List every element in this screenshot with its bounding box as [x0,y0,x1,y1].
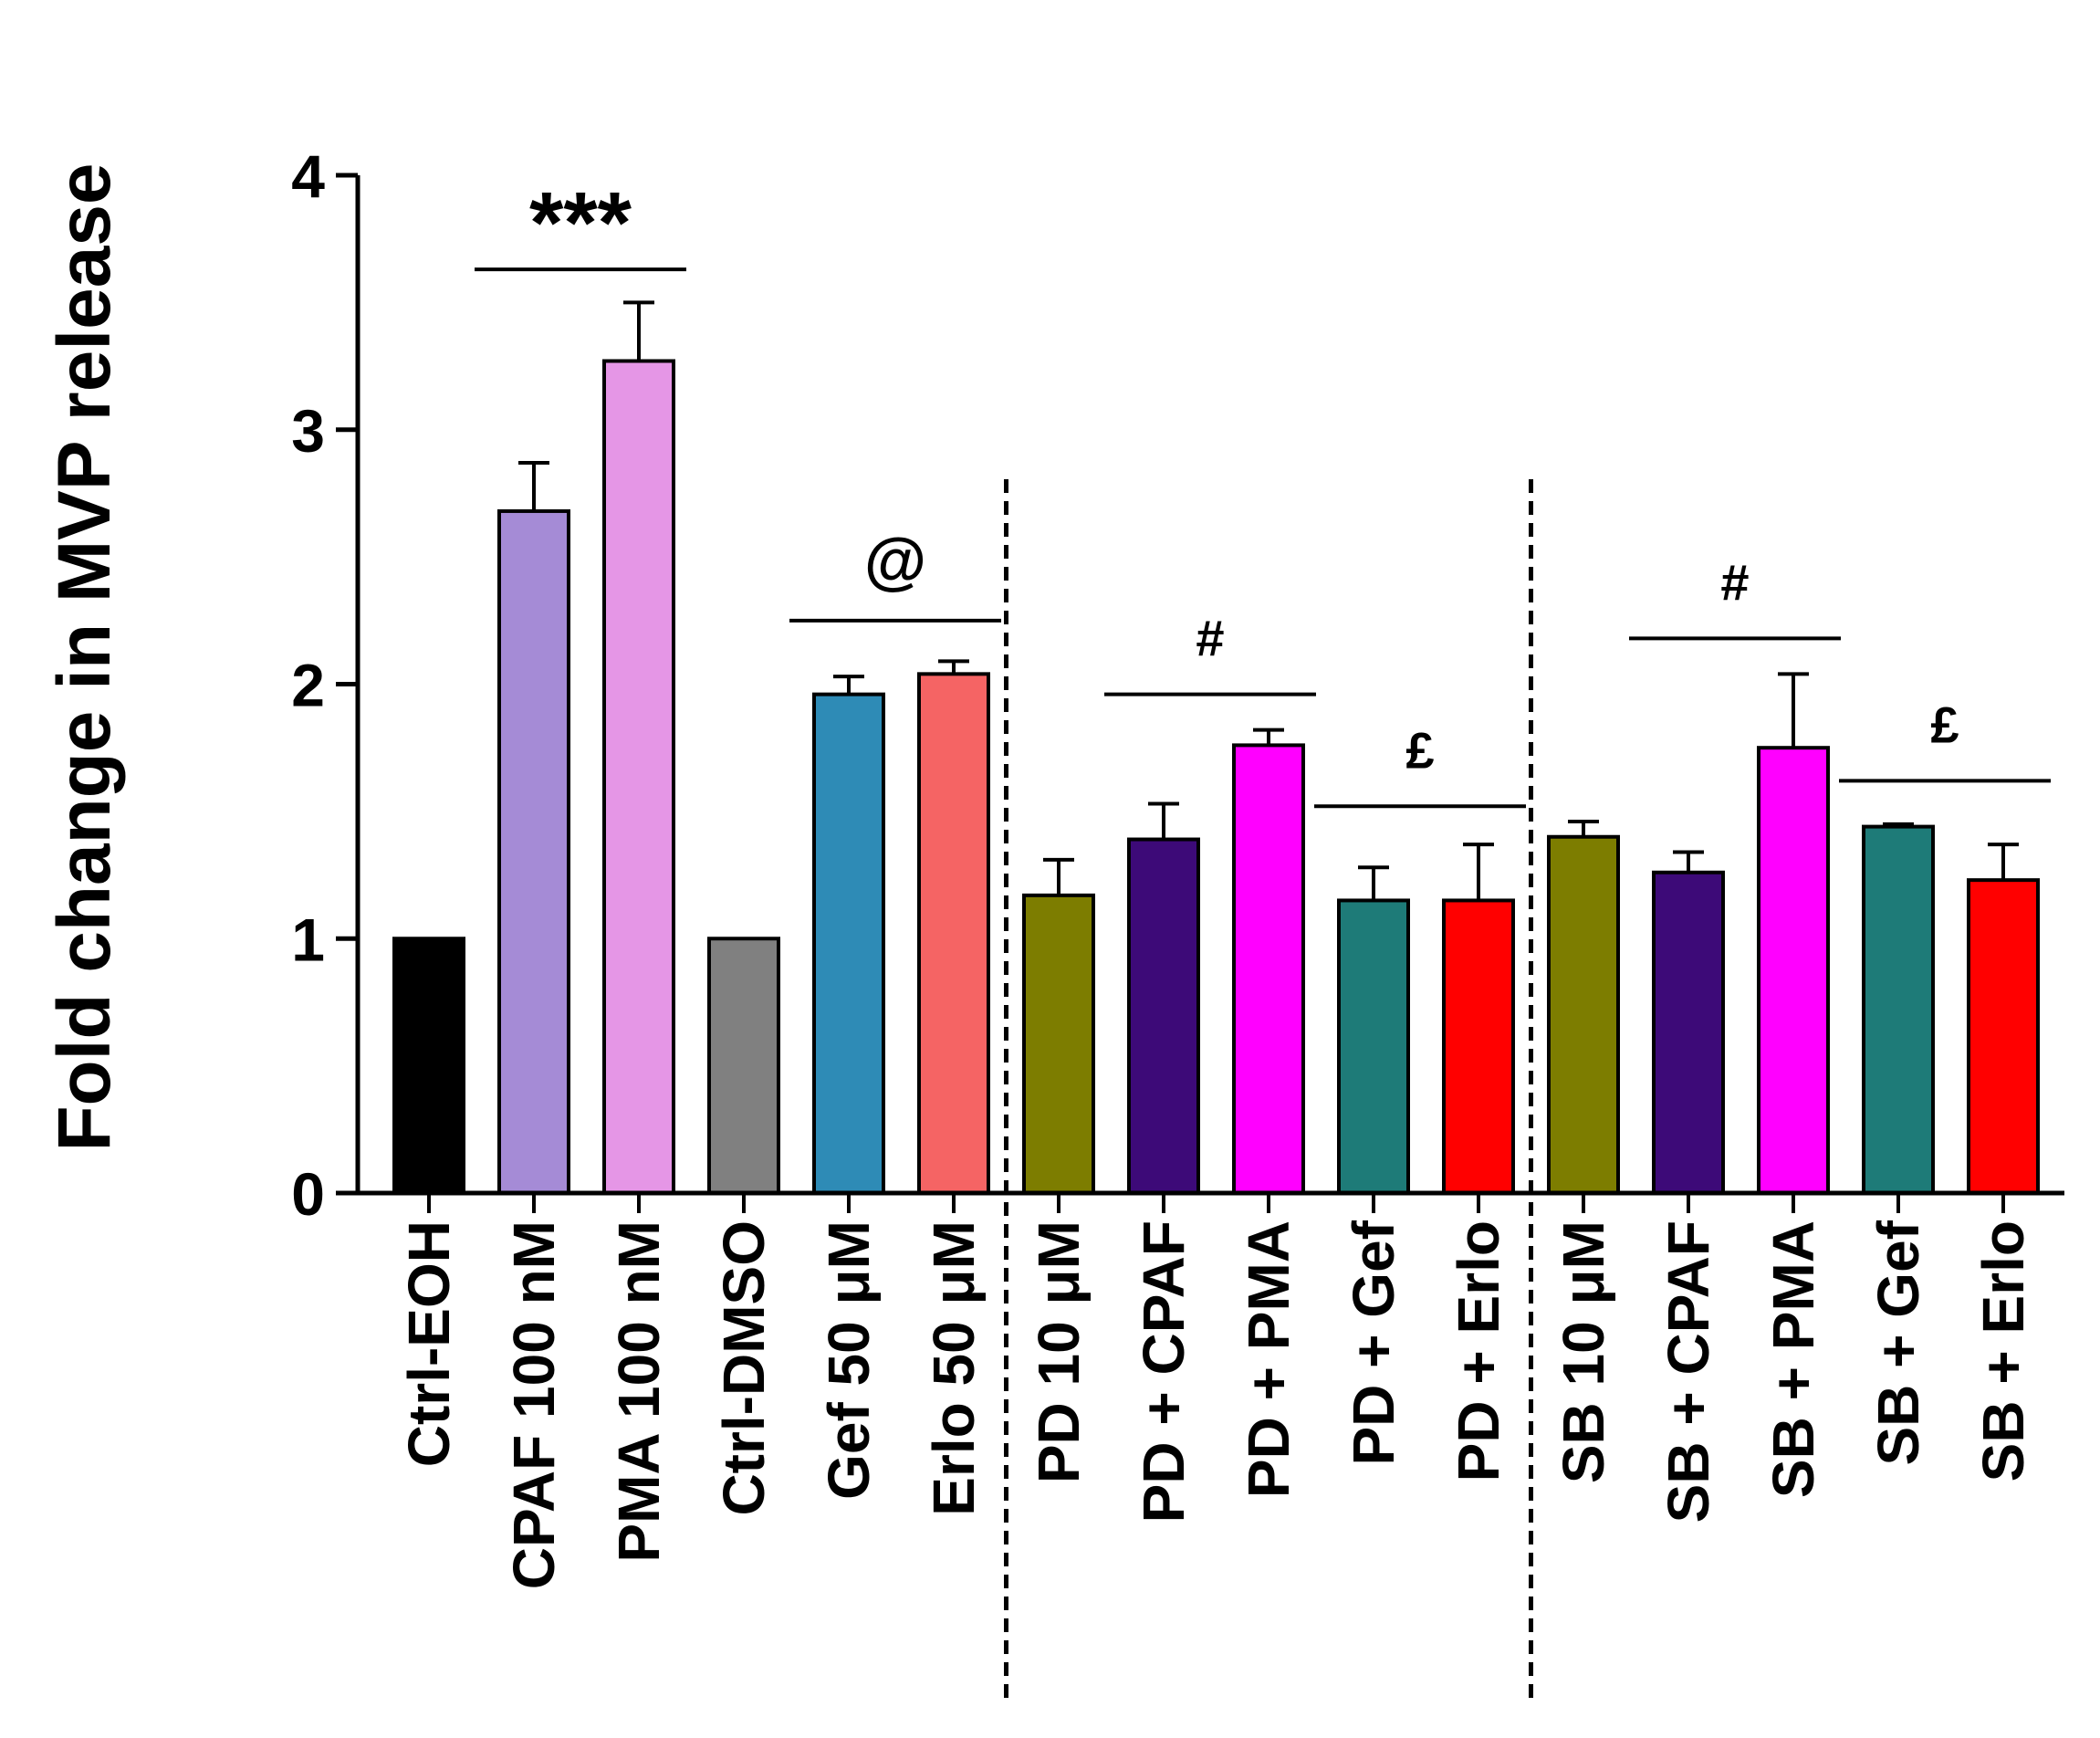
group-separators [1004,479,1533,1698]
bar-4 [812,692,885,1195]
bar-7 [1127,837,1200,1195]
y-tick-label-0: 0 [291,1160,325,1228]
bar-15 [1967,878,2040,1195]
annotation-text-5: £ [1930,696,1959,753]
error-bars-layer [518,300,2019,901]
annotation-text-4: # [1720,553,1749,611]
bar-5 [917,672,990,1195]
annotation-text-0: *** [529,174,632,272]
x-tick-label-1: CPAF 100 nM [501,1220,567,1589]
bar-9 [1337,898,1410,1195]
y-axis-label: Fold change in MVP release [43,162,126,1151]
x-tick-label-9: PD + Gef [1341,1220,1406,1465]
significance-annotations: *** @ # £ # £ [475,174,2051,809]
bar-6 [1022,893,1095,1195]
bar-12 [1652,870,1725,1196]
bar-8 [1232,743,1305,1196]
x-tick-label-2: PMA 100 nM [606,1220,672,1563]
annotation-text-2: # [1196,610,1224,667]
y-tick-label-2: 2 [291,652,325,719]
bar-3 [707,937,780,1195]
x-tick-label-11: SB 10 μM [1551,1220,1616,1483]
x-tick-label-8: PD + PMA [1236,1220,1301,1498]
x-tick-label-12: SB + CPAF [1656,1220,1721,1523]
x-tick-label-14: SB + Gef [1865,1220,1931,1465]
y-tick-label-1: 1 [291,906,325,973]
bar-0 [392,937,465,1195]
x-tick-label-7: PD + CPAF [1131,1220,1196,1523]
y-axis-label-group: Fold change in MVP release [43,162,126,1151]
bar-1 [497,508,570,1195]
x-tick-label-10: PD + Erlo [1446,1220,1511,1481]
x-tick-label-0: Ctrl-EOH [396,1220,462,1467]
x-tick-labels: Ctrl-EOH CPAF 100 nM PMA 100 nM Ctrl-DMSO Ge… [396,1220,2036,1589]
annotation-text-1: @ [864,525,926,596]
x-tick-label-3: Ctrl-DMSO [711,1220,777,1516]
bar-10 [1442,898,1515,1195]
y-tick-label-3: 3 [291,397,325,465]
bar-13 [1757,746,1830,1195]
bar-2 [602,359,675,1195]
x-tick-label-6: PD 10 μM [1026,1220,1092,1483]
x-tick-label-13: SB + PMA [1760,1220,1826,1498]
bars-layer [392,359,2040,1196]
x-tick-label-5: Erlo 50 μM [921,1220,987,1516]
bar-11 [1547,834,1620,1195]
y-tick-label-4: 4 [291,142,325,210]
bar-14 [1862,824,1935,1195]
annotation-text-3: £ [1405,721,1434,779]
x-tick-label-15: SB + Erlo [1970,1220,2036,1481]
x-tick-label-4: Gef 50 μM [816,1220,882,1500]
axes-layer: 0 1 2 3 4 [291,142,2064,1228]
